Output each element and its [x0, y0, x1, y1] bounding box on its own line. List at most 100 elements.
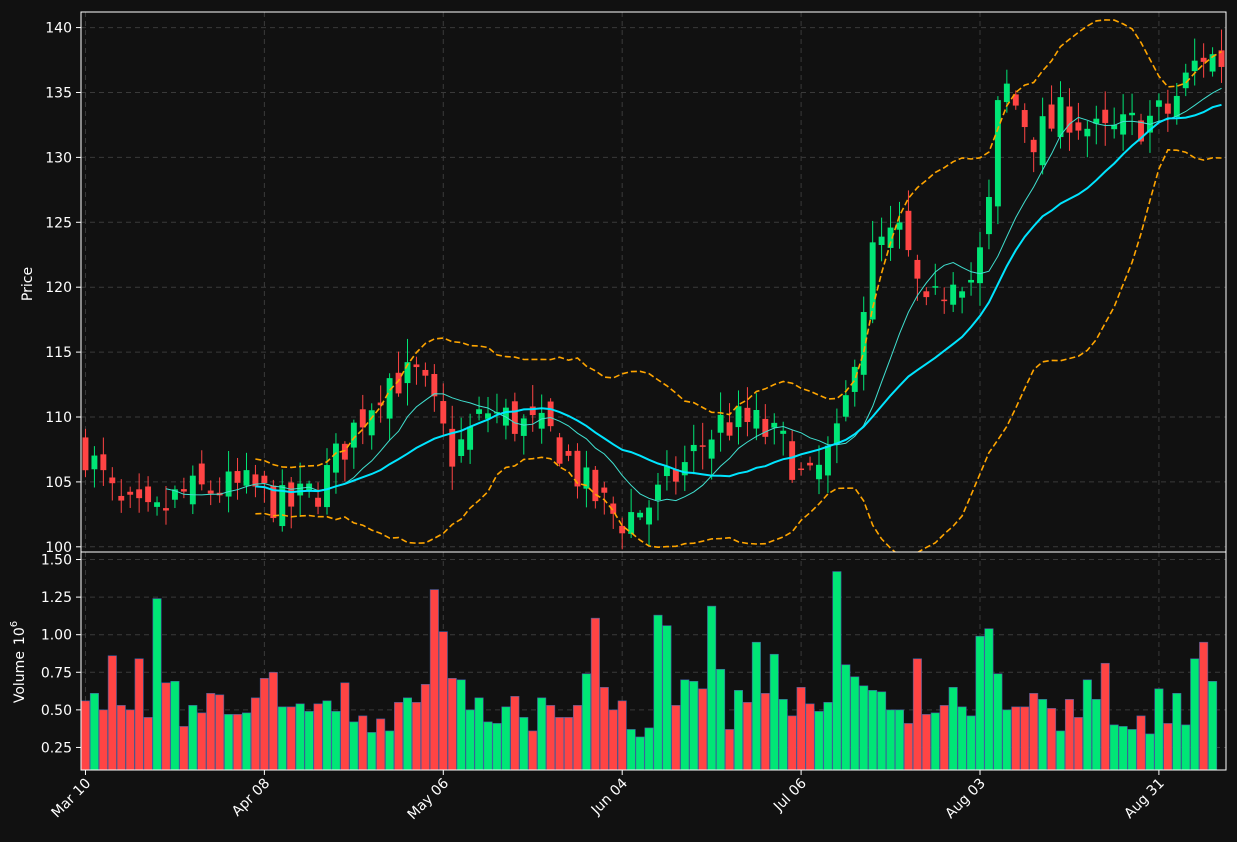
candle-body	[341, 443, 348, 460]
volume-bar	[653, 614, 663, 771]
volume-bar	[823, 702, 833, 771]
x-tick-label: Jul 06	[770, 775, 810, 815]
volume-bar	[456, 679, 466, 771]
candle-body	[1164, 103, 1171, 114]
x-axis: Mar 10 Apr 08 May 06 Jun 04 Jul 06 Aug 03 Aug …	[49, 770, 1168, 823]
candle-body	[234, 471, 241, 483]
volume-bar	[680, 679, 690, 771]
volume-bar	[107, 655, 117, 771]
candle-body	[332, 443, 339, 473]
candle-body	[914, 259, 921, 279]
volume-bar	[358, 715, 368, 771]
candle-body	[324, 465, 330, 508]
volume-bar	[474, 697, 484, 771]
volume-bar	[143, 717, 153, 771]
volume-bar	[590, 617, 600, 771]
candle-body	[386, 378, 393, 419]
candle-body	[377, 402, 384, 406]
candle-body	[1003, 83, 1010, 103]
bollinger-lower-line	[255, 148, 1222, 552]
volume-bar	[733, 690, 743, 771]
volume-bar	[1190, 658, 1200, 771]
candle-body	[547, 401, 554, 427]
volume-bar	[1082, 679, 1092, 771]
x-tick-label: May 06	[405, 775, 453, 823]
candle-body	[717, 414, 724, 433]
candle-body	[1075, 122, 1082, 131]
volume-bar	[707, 605, 717, 771]
candle-body	[189, 475, 196, 505]
volume-bar	[215, 694, 225, 771]
price-tick-label: 120	[45, 280, 72, 296]
volume-bar	[277, 706, 287, 771]
candle-body	[860, 312, 867, 375]
candle-body	[977, 247, 983, 284]
candle-body	[556, 437, 563, 464]
candle-body	[1030, 139, 1037, 153]
volume-bar	[510, 696, 520, 771]
candle-body	[950, 284, 957, 305]
volume-bar	[725, 729, 735, 771]
volume-bar	[966, 715, 976, 771]
candle-body	[1182, 72, 1189, 89]
volume-bar	[555, 717, 565, 771]
candle-body	[789, 441, 796, 480]
price-tick-label: 105	[45, 475, 72, 491]
candle-body	[171, 489, 178, 500]
candle-body	[583, 467, 590, 489]
volume-bar	[116, 705, 126, 771]
candle-body	[1066, 106, 1073, 133]
candle-body	[1200, 57, 1207, 62]
volume-bar	[501, 706, 511, 771]
volume-bar	[1011, 706, 1021, 771]
volume-bar	[993, 673, 1003, 771]
candle-body	[753, 410, 760, 429]
candle-body	[252, 474, 259, 487]
volume-bar	[1002, 709, 1012, 771]
volume-bar	[89, 693, 99, 771]
volume-bar	[716, 668, 726, 771]
volume-bar	[429, 589, 439, 771]
candle-body	[449, 428, 456, 467]
price-tick-label: 135	[45, 85, 72, 101]
candle-body	[905, 210, 912, 251]
x-tick-label: Apr 08	[229, 776, 273, 820]
volume-bar	[465, 709, 475, 771]
candle-body	[1093, 118, 1100, 124]
volume-bar	[492, 723, 502, 771]
candle-body	[887, 227, 894, 248]
price-tick-label: 125	[45, 215, 72, 231]
volume-bar	[617, 700, 627, 771]
volume-bar	[984, 628, 994, 771]
volume-bar	[1154, 688, 1164, 771]
volume-bar	[304, 711, 314, 771]
candle-body	[959, 291, 966, 298]
volume-tick-label: 0.50	[41, 703, 72, 719]
volume-tick-label: 1.25	[41, 590, 72, 606]
candle-body	[350, 422, 357, 448]
volume-bar	[1136, 715, 1146, 771]
volume-bar	[537, 697, 547, 771]
volume-bar	[483, 721, 493, 771]
candle-body	[610, 503, 617, 514]
volume-bar	[268, 671, 278, 771]
candle-body	[637, 512, 644, 518]
candle-body	[1138, 120, 1144, 142]
volume-bar	[778, 699, 788, 771]
x-tick-label: Mar 10	[49, 776, 95, 822]
price-axis-label: Price	[20, 267, 36, 301]
candle-body	[288, 482, 295, 507]
price-tick-label: 100	[45, 540, 72, 556]
candle-body	[1012, 94, 1019, 106]
volume-bar	[626, 729, 636, 771]
candle-body	[798, 468, 805, 471]
volume-bar	[805, 703, 815, 771]
candle-body	[708, 439, 715, 459]
candle-body	[279, 485, 286, 527]
volume-bar	[367, 732, 377, 771]
volume-bar	[1127, 729, 1137, 771]
volume-bar	[671, 705, 681, 771]
candle-body	[878, 236, 885, 246]
candle-body	[932, 286, 939, 288]
volume-bar	[340, 682, 350, 771]
